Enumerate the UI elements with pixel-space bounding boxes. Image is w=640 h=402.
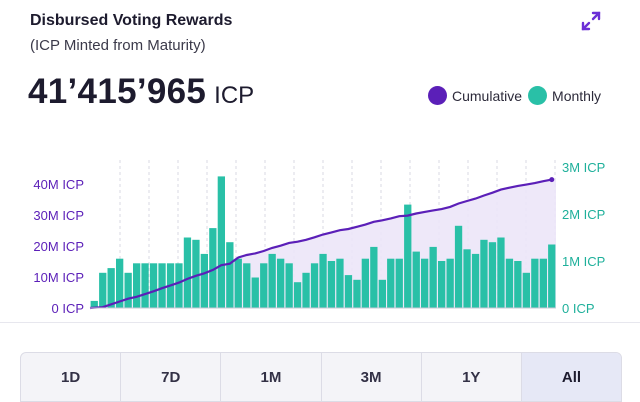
chart-legend: Cumulative Monthly: [428, 86, 607, 105]
monthly-bar: [277, 258, 285, 308]
monthly-bar: [158, 263, 166, 308]
monthly-bar: [548, 244, 556, 308]
y-right-tick-label: 0 ICP: [562, 301, 595, 316]
monthly-bar: [522, 272, 530, 309]
y-left-tick-label: 10M ICP: [33, 270, 84, 285]
monthly-bar: [243, 263, 251, 308]
range-button-3m[interactable]: 3M: [322, 353, 422, 401]
monthly-bar: [378, 279, 386, 308]
monthly-bar: [268, 253, 276, 308]
range-button-1y[interactable]: 1Y: [422, 353, 522, 401]
monthly-bar: [260, 263, 268, 308]
monthly-bar: [514, 261, 522, 308]
monthly-bar: [497, 237, 505, 308]
monthly-bar: [149, 263, 158, 308]
monthly-bar: [446, 258, 454, 308]
range-button-1d[interactable]: 1D: [21, 353, 122, 401]
monthly-bar: [395, 258, 403, 308]
monthly-bar: [310, 263, 319, 308]
rewards-chart: 0 ICP 10M ICP 20M ICP 30M ICP 40M ICP 0 ICP 1M…: [33, 160, 605, 316]
total-amount: 41’415’965 ICP: [28, 72, 254, 112]
legend-monthly-swatch: [528, 86, 548, 105]
monthly-bar: [421, 258, 429, 308]
monthly-bar: [302, 272, 310, 309]
monthly-bar: [285, 263, 293, 308]
monthly-bar: [387, 258, 395, 308]
cumulative-line: [89, 178, 553, 310]
chart-title: Disbursed Voting Rewards: [30, 12, 233, 29]
chart-card: Disbursed Voting Rewards (ICP Minted fro…: [28, 8, 607, 316]
monthly-bar: [412, 251, 420, 308]
monthly-bar: [124, 272, 132, 309]
monthly-bar: [141, 263, 149, 308]
monthly-bar: [234, 258, 242, 308]
monthly-bar: [531, 258, 539, 308]
cumulative-end-point: [549, 177, 555, 183]
monthly-bar: [90, 300, 98, 308]
legend-monthly-label: Monthly: [552, 87, 602, 104]
monthly-bar: [361, 258, 369, 308]
y-right-tick-label: 2M ICP: [562, 207, 605, 222]
monthly-bar: [488, 242, 497, 308]
monthly-bar: [539, 258, 547, 308]
monthly-bar: [133, 263, 141, 308]
range-button-1m[interactable]: 1M: [221, 353, 322, 401]
legend-cumulative-label: Cumulative: [452, 87, 523, 104]
y-left-tick-label: 40M ICP: [33, 177, 84, 192]
monthly-bar: [370, 246, 378, 308]
monthly-bar: [463, 249, 471, 309]
monthly-bar: [404, 204, 412, 308]
monthly-bar: [183, 237, 192, 308]
monthly-bar: [209, 228, 217, 308]
monthly-bar: [192, 239, 200, 308]
range-button-7d[interactable]: 7D: [121, 353, 222, 401]
monthly-bar: [344, 275, 353, 308]
monthly-bar: [438, 261, 446, 308]
monthly-bar: [200, 253, 208, 308]
range-button-all[interactable]: All: [521, 353, 621, 401]
y-left-tick-label: 0 ICP: [51, 301, 84, 316]
time-range-selector: 1D 7D 1M 3M 1Y All: [20, 352, 622, 402]
monthly-bar: [217, 176, 225, 308]
monthly-bar: [251, 277, 259, 308]
total-unit: ICP: [214, 82, 255, 109]
legend-cumulative-swatch: [428, 86, 447, 105]
monthly-bar: [293, 282, 302, 308]
monthly-bar: [107, 268, 115, 308]
monthly-bar: [99, 272, 107, 309]
monthly-bar: [319, 253, 327, 308]
chart-subtitle: (ICP Minted from Maturity): [30, 37, 206, 54]
y-left-tick-label: 30M ICP: [33, 208, 84, 223]
monthly-bar: [454, 225, 463, 309]
monthly-bar: [471, 253, 480, 308]
divider: [0, 322, 640, 323]
y-right-tick-label: 3M ICP: [562, 160, 605, 175]
monthly-bar: [480, 239, 488, 308]
monthly-bar: [175, 263, 183, 308]
monthly-bar: [116, 258, 124, 308]
legend-cumulative[interactable]: Cumulative: [428, 86, 524, 105]
monthly-bar: [336, 258, 344, 308]
y-left-tick-label: 20M ICP: [33, 239, 84, 254]
total-value: 41’415’965: [28, 72, 207, 111]
monthly-bar: [429, 246, 437, 308]
monthly-bar: [226, 242, 234, 308]
expand-arrows-icon[interactable]: [578, 8, 604, 34]
monthly-bar: [505, 258, 514, 308]
monthly-bar: [327, 261, 336, 308]
legend-monthly[interactable]: Monthly: [528, 86, 603, 105]
monthly-bar: [353, 279, 361, 308]
y-right-tick-label: 1M ICP: [562, 254, 605, 269]
